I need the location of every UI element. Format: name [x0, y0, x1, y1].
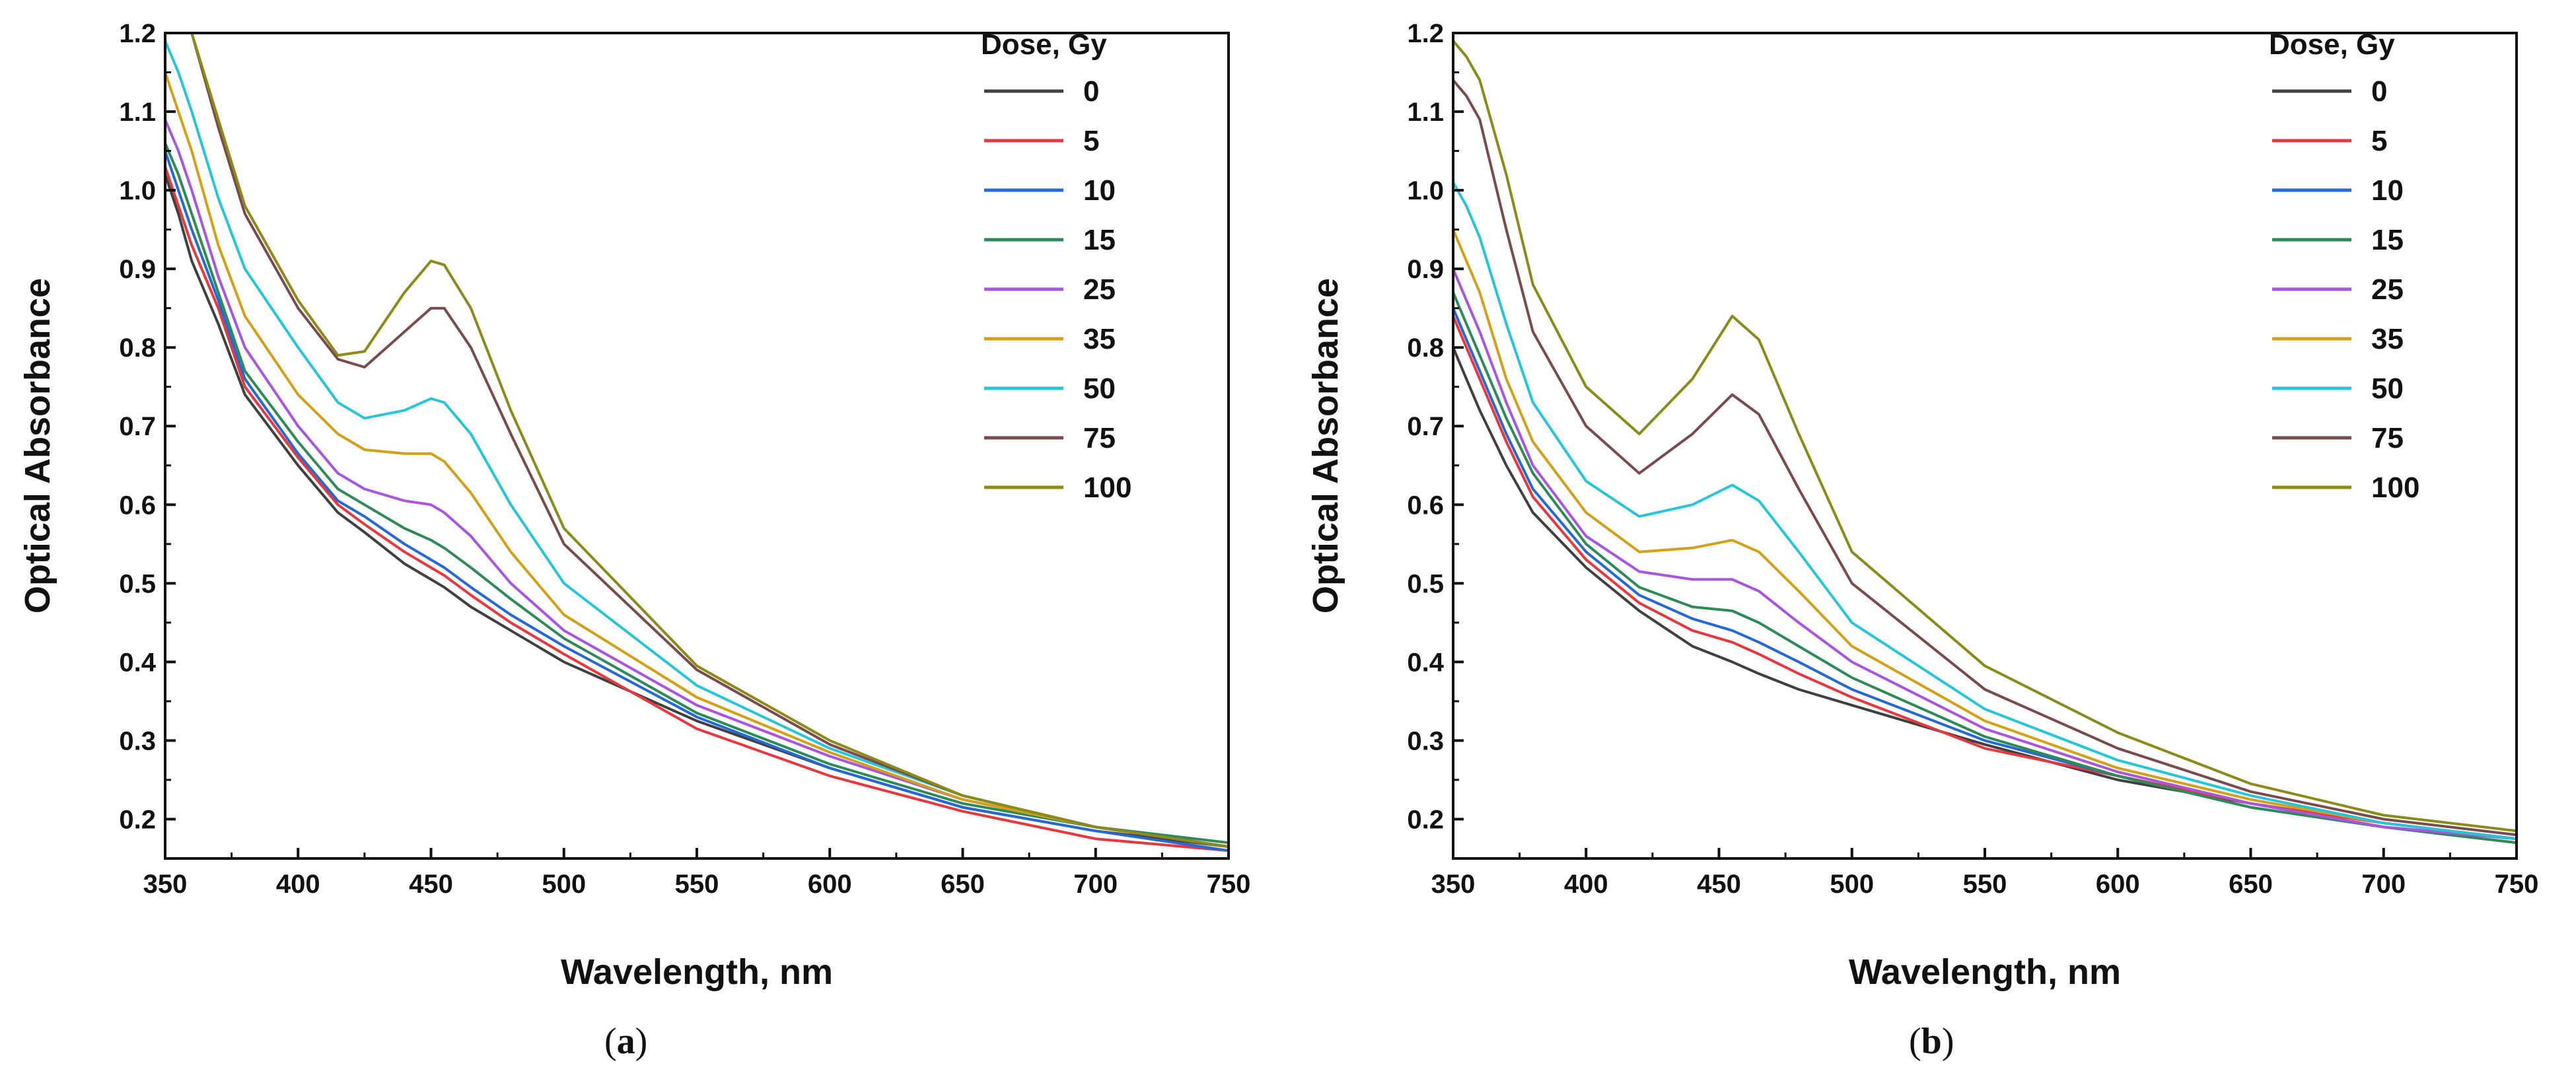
series-line-dose-35 — [1453, 228, 2517, 841]
legend-label-dose-15: 15 — [2371, 224, 2404, 256]
y-tick-label: 0.9 — [119, 255, 156, 284]
x-tick-label: 500 — [542, 870, 586, 899]
y-tick-label: 0.7 — [1407, 412, 1444, 441]
caption-b: (b) — [1909, 1021, 1954, 1062]
legend-label-dose-35: 35 — [1083, 323, 1116, 355]
series-line-dose-25 — [1453, 268, 2517, 841]
x-tick-label: 400 — [1564, 870, 1608, 899]
legend: Dose, Gy 0 5 10 15 25 35 50 75 100 — [2269, 28, 2419, 504]
y-tick-label: 0.3 — [119, 726, 156, 755]
y-axis-title: Optical Absorbance — [1306, 278, 1345, 613]
series-line-dose-75 — [1453, 79, 2517, 837]
series-group — [165, 33, 1229, 853]
series-line-dose-15 — [165, 142, 1229, 845]
y-tick-label: 0.5 — [119, 569, 156, 598]
x-tick-label: 700 — [2361, 870, 2406, 899]
x-tick-label: 750 — [1207, 870, 1251, 899]
y-tick-label: 1.1 — [1407, 98, 1444, 127]
x-axis-title: Wavelength, nm — [561, 952, 833, 992]
legend-label-dose-100: 100 — [1083, 472, 1131, 504]
y-tick-label: 0.8 — [119, 333, 156, 363]
x-tick-label: 550 — [675, 870, 719, 899]
legend-label-dose-10: 10 — [1083, 174, 1116, 207]
legend-label-dose-5: 5 — [2371, 125, 2387, 157]
series-line-dose-50 — [1453, 182, 2517, 841]
legend-label-dose-100: 100 — [2371, 472, 2419, 504]
x-tick-label: 600 — [2096, 870, 2140, 899]
x-tick-label: 500 — [1830, 870, 1874, 899]
x-tick-label: 400 — [276, 870, 320, 899]
y-tick-label: 0.9 — [1407, 255, 1444, 284]
legend-title: Dose, Gy — [2269, 28, 2395, 61]
x-tick-label: 650 — [2229, 870, 2273, 899]
series-line-dose-10 — [1453, 307, 2517, 845]
legend-label-dose-35: 35 — [2371, 323, 2404, 355]
legend-label-dose-75: 75 — [1083, 422, 1116, 454]
y-tick-label: 1.0 — [1407, 176, 1444, 205]
y-tick-label: 0.4 — [119, 648, 156, 677]
x-axis-title: Wavelength, nm — [1849, 952, 2121, 992]
caption-b-label: b — [1921, 1021, 1942, 1062]
x-tick-label: 350 — [1431, 870, 1476, 899]
y-tick-label: 1.2 — [119, 19, 156, 48]
series-group — [1453, 40, 2517, 845]
legend-label-dose-0: 0 — [2371, 75, 2387, 108]
y-tick-label: 0.5 — [1407, 569, 1444, 598]
y-tick-label: 0.2 — [119, 805, 156, 834]
chart-b: 350 400 450 500 550 600 650 700 7500.20.30.40.50… — [1306, 19, 2539, 992]
chart-a: 350 400 450 500 550 600 650 700 7500.20.30.40.50… — [18, 19, 1251, 992]
series-line-dose-75 — [190, 33, 1229, 849]
y-tick-label: 0.2 — [1407, 805, 1444, 834]
plot-frame — [1452, 32, 2518, 860]
x-tick-label: 450 — [409, 870, 453, 899]
caption-a: (a) — [604, 1021, 648, 1062]
series-line-dose-10 — [165, 150, 1229, 853]
y-tick-label: 1.0 — [119, 176, 156, 205]
legend-label-dose-75: 75 — [2371, 422, 2404, 454]
series-line-dose-25 — [165, 119, 1229, 849]
legend-label-dose-50: 50 — [1083, 372, 1116, 405]
y-tick-label: 1.2 — [1407, 19, 1444, 48]
x-tick-label: 650 — [941, 870, 985, 899]
legend-label-dose-25: 25 — [1083, 273, 1116, 306]
x-tick-label: 550 — [1963, 870, 2007, 899]
plot-frame — [164, 32, 1230, 860]
caption-a-label: a — [616, 1021, 635, 1062]
x-tick-label: 350 — [143, 870, 188, 899]
legend-label-dose-25: 25 — [2371, 273, 2404, 306]
x-tick-label: 750 — [2495, 870, 2539, 899]
legend-title: Dose, Gy — [981, 28, 1107, 61]
y-tick-label: 0.6 — [1407, 491, 1444, 520]
y-axis-title: Optical Absorbance — [18, 278, 57, 613]
legend-label-dose-5: 5 — [1083, 125, 1099, 157]
series-line-dose-100 — [190, 33, 1229, 849]
series-line-dose-15 — [1453, 292, 2517, 845]
legend: Dose, Gy 0 5 10 15 25 35 50 75 100 — [981, 28, 1131, 504]
series-line-dose-35 — [165, 71, 1229, 849]
x-tick-label: 450 — [1697, 870, 1741, 899]
legend-label-dose-15: 15 — [1083, 224, 1116, 256]
y-tick-label: 0.6 — [119, 491, 156, 520]
legend-label-dose-10: 10 — [2371, 174, 2404, 207]
y-tick-label: 0.7 — [119, 412, 156, 441]
legend-label-dose-0: 0 — [1083, 75, 1099, 108]
y-tick-label: 1.1 — [119, 98, 156, 127]
legend-label-dose-50: 50 — [2371, 372, 2404, 405]
series-line-dose-0 — [1453, 347, 2517, 841]
series-line-dose-5 — [1453, 315, 2517, 841]
series-line-dose-0 — [165, 174, 1229, 849]
x-tick-label: 700 — [1073, 870, 1118, 899]
series-line-dose-5 — [165, 166, 1229, 853]
chart-panel-b: 350 400 450 500 550 600 650 700 750 0.2 0.3 0.4 0.5 0… — [1288, 0, 2576, 1083]
series-line-dose-50 — [165, 40, 1229, 849]
y-tick-label: 0.4 — [1407, 648, 1444, 677]
series-line-dose-100 — [1453, 40, 2517, 833]
y-tick-label: 0.3 — [1407, 726, 1444, 755]
y-tick-label: 0.8 — [1407, 333, 1444, 363]
chart-panel-a: 350 400 450 500 550 600 650 700 750 0.2 0.3 0.4 0.5 0… — [18, 19, 1251, 1062]
x-tick-label: 600 — [808, 870, 852, 899]
